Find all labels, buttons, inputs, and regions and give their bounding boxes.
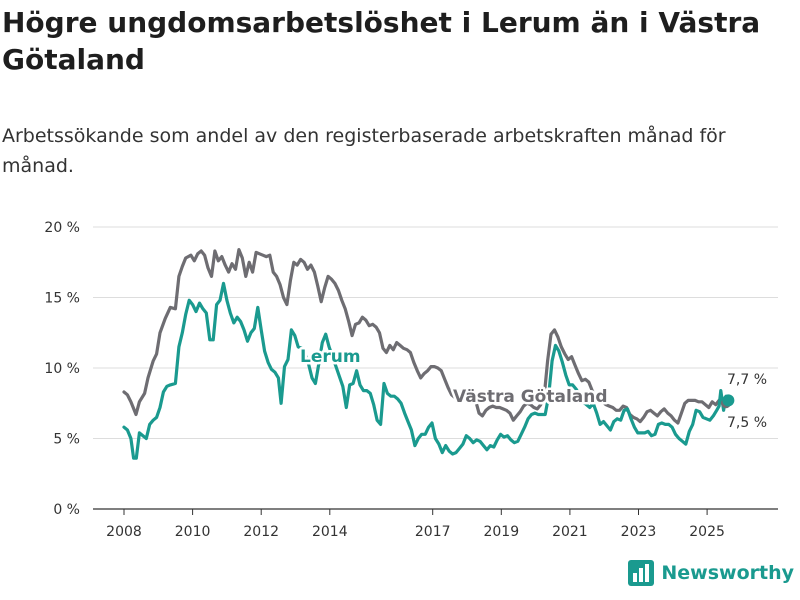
x-tick-label: 2014 xyxy=(312,524,348,540)
chart-title: Högre ungdomsarbetslöshet i Lerum än i V… xyxy=(2,6,761,76)
x-tick-label: 2023 xyxy=(621,524,657,540)
end-label-vastra-gotaland: 7,5 % xyxy=(727,415,767,431)
x-tick-label: 2012 xyxy=(243,524,279,540)
end-label-lerum: 7,7 % xyxy=(727,372,767,388)
x-tick-label: 2017 xyxy=(415,524,451,540)
y-tick-label: 0 % xyxy=(53,502,80,518)
series-lines xyxy=(122,248,735,460)
x-tick-label: 2010 xyxy=(175,524,211,540)
newsworthy-logo: Newsworthy xyxy=(628,558,794,588)
series-label-lerum-halo: Lerum xyxy=(300,347,361,367)
series-label-lerum: Lerum xyxy=(300,347,361,367)
x-tick-label: 2025 xyxy=(689,524,725,540)
x-tick-label: 2021 xyxy=(552,524,588,540)
end-point-lerum xyxy=(722,394,735,407)
x-axis: 2008 2010 2012 2014 2017 2019 2021 2023 2025 xyxy=(106,509,725,540)
series-line-lerum xyxy=(122,281,730,460)
y-tick-label: 10 % xyxy=(44,361,80,377)
y-tick-label: 5 % xyxy=(53,432,80,448)
brand-name: Newsworthy xyxy=(661,562,794,584)
end-label-vastra-gotaland-halo: 7,5 % xyxy=(727,415,767,431)
y-tick-label: 20 % xyxy=(44,220,80,236)
x-tick-label: 2019 xyxy=(483,524,519,540)
chart-subtitle: Arbetssökande som andel av den registerb… xyxy=(2,125,726,177)
x-tick-label: 2008 xyxy=(106,524,142,540)
bar-chart-icon xyxy=(628,560,655,586)
series-label-vastra-gotaland: Västra Götaland xyxy=(453,387,608,407)
series-label-vastra-gotaland-halo: Västra Götaland xyxy=(453,387,608,407)
y-axis: 0 % 5 % 10 % 15 % 20 % xyxy=(44,220,80,518)
y-tick-label: 15 % xyxy=(44,291,80,307)
end-label-lerum-halo: 7,7 % xyxy=(727,372,767,388)
